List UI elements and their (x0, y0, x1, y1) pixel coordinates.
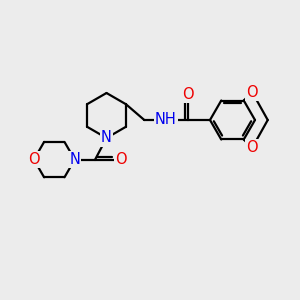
Text: O: O (115, 152, 127, 167)
Text: N: N (101, 130, 112, 146)
Text: N: N (69, 152, 80, 167)
Text: NH: NH (155, 112, 177, 128)
Text: O: O (246, 85, 258, 100)
Text: O: O (182, 87, 193, 102)
Text: O: O (246, 140, 258, 155)
Text: O: O (28, 152, 40, 167)
